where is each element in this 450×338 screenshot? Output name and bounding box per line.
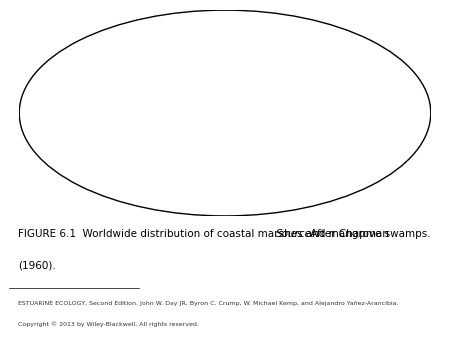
Text: FIGURE 6.1  Worldwide distribution of coastal marshes and mangrove swamps.: FIGURE 6.1 Worldwide distribution of coa… bbox=[18, 230, 433, 239]
Text: After Chapman: After Chapman bbox=[307, 230, 389, 239]
Text: Copyright © 2013 by Wiley-Blackwell. All rights reserved.: Copyright © 2013 by Wiley-Blackwell. All… bbox=[18, 321, 198, 327]
Text: (1960).: (1960). bbox=[18, 260, 55, 270]
Text: Source:: Source: bbox=[275, 230, 315, 239]
Text: ESTUARINE ECOLOGY, Second Edition. John W. Day JR, Byron C. Crump, W. Michael Ke: ESTUARINE ECOLOGY, Second Edition. John … bbox=[18, 301, 398, 306]
